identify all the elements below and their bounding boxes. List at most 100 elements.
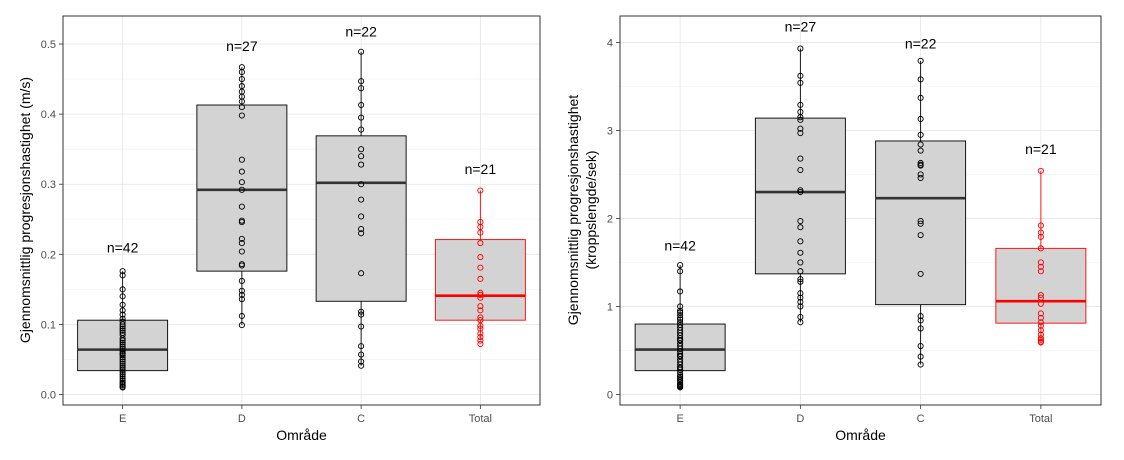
data-point (917, 159, 924, 167)
data-point (797, 249, 804, 256)
n-label: n=22 (345, 23, 377, 39)
data-point (238, 219, 245, 226)
data-point (677, 314, 684, 321)
data-point (119, 307, 126, 314)
panel-border (619, 15, 1102, 406)
data-point (677, 336, 684, 343)
y-tick-label: 0.4 (41, 109, 56, 121)
chart-panel-1: 0.0 0.1 0.2 0.3 0.4 0.5 E D C Total n=42 n=27 n=22 n=… (17, 15, 541, 443)
data-point (797, 101, 804, 108)
data-point (477, 187, 484, 194)
data-point (358, 323, 365, 330)
data-point (477, 337, 484, 344)
box-iqr (315, 135, 407, 302)
data-point (797, 319, 804, 326)
data-point (797, 79, 804, 86)
data-point (677, 381, 684, 388)
data-point (119, 384, 126, 391)
data-point (119, 268, 126, 275)
data-point (797, 238, 804, 245)
data-point (358, 213, 365, 220)
data-point (358, 343, 365, 350)
data-point (119, 343, 126, 350)
data-point (1037, 245, 1044, 252)
data-point (917, 76, 924, 83)
data-point (677, 307, 684, 314)
data-point (119, 371, 126, 378)
data-point (917, 220, 924, 227)
n-label: n=22 (905, 35, 937, 51)
data-point (358, 362, 365, 369)
data-point (238, 112, 245, 119)
data-point (238, 277, 245, 284)
box-e: n=42 (634, 238, 726, 391)
data-point (797, 45, 804, 52)
data-point (917, 141, 924, 148)
data-point (797, 294, 804, 301)
y-tick-label: 0.3 (41, 179, 56, 191)
data-point (119, 350, 126, 357)
y-tick-label: 0.2 (41, 249, 56, 261)
data-point (917, 313, 924, 320)
data-point (477, 340, 484, 348)
data-point (797, 276, 804, 283)
y-tick-label: 2 (607, 213, 613, 225)
data-point (1037, 300, 1044, 307)
x-tick-label: D (238, 413, 246, 425)
data-point (238, 312, 245, 320)
data-point (238, 240, 245, 247)
y-tick-label: 4 (607, 37, 613, 49)
n-label: n=21 (1025, 141, 1057, 157)
data-point (677, 312, 684, 319)
data-point (1037, 259, 1044, 266)
data-point (119, 325, 126, 332)
y-tick-label: 0 (607, 389, 613, 401)
data-point (119, 321, 126, 328)
data-point (1037, 314, 1044, 321)
data-point (917, 361, 924, 368)
data-point (677, 384, 684, 391)
data-point (797, 290, 804, 297)
data-point (119, 272, 126, 279)
data-point (358, 114, 365, 121)
data-point (358, 226, 365, 233)
x-axis-label: Område (835, 427, 886, 443)
data-point (119, 362, 126, 369)
data-point (797, 268, 804, 275)
y-tick-label: 3 (607, 125, 613, 137)
data-point (677, 364, 684, 372)
data-point (238, 291, 245, 299)
data-point (677, 352, 684, 359)
data-point (238, 322, 245, 329)
data-point (1037, 233, 1044, 240)
data-point (1037, 229, 1044, 236)
data-point (1037, 322, 1044, 329)
data-point (358, 153, 365, 160)
box-iqr (634, 323, 726, 372)
data-point (238, 179, 245, 186)
box-total: n=21 (995, 141, 1087, 346)
x-tick-label: Total (1029, 413, 1052, 425)
data-point (917, 353, 924, 360)
data-point (477, 275, 484, 282)
data-point (238, 287, 245, 294)
data-point (677, 369, 684, 376)
data-point (238, 262, 245, 269)
data-point (797, 187, 804, 194)
box-iqr (196, 104, 288, 272)
data-point (677, 288, 684, 295)
y-tick-label: 0.5 (41, 39, 56, 51)
panel-border (62, 15, 541, 406)
data-point (797, 155, 804, 162)
data-point (238, 248, 245, 255)
data-point (238, 235, 245, 242)
data-point (1037, 336, 1044, 343)
data-point (677, 262, 684, 269)
box-c: n=22 (875, 35, 967, 368)
x-tick-label: E (676, 413, 683, 425)
data-point (1037, 310, 1044, 317)
box-iqr (754, 117, 846, 275)
data-point (917, 325, 924, 332)
box-c: n=22 (315, 23, 407, 369)
box-d: n=27 (196, 38, 288, 329)
